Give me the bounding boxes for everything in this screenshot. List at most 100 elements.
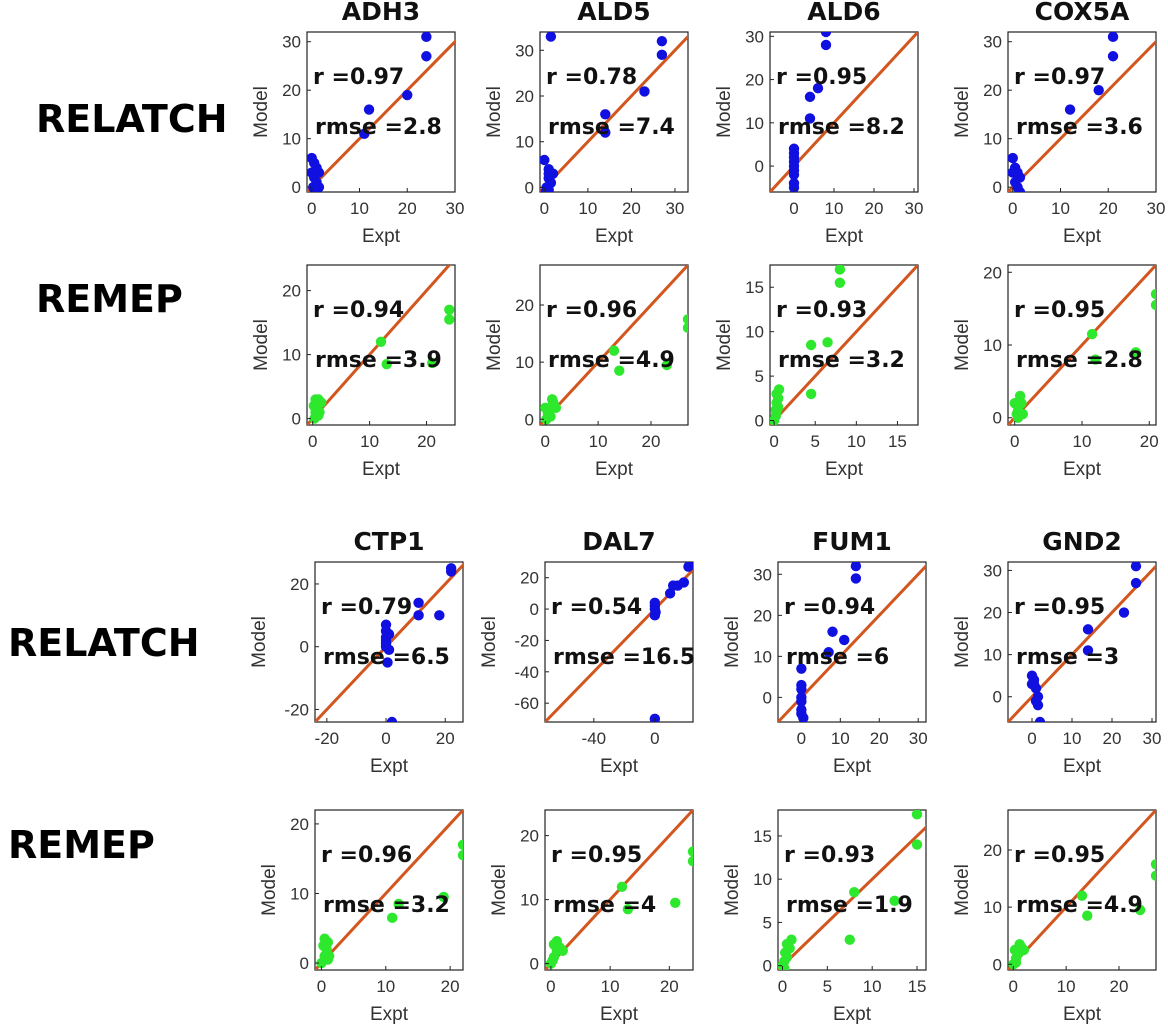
y-tick-label: 30 (745, 27, 764, 46)
y-tick-label: 10 (983, 898, 1002, 917)
y-axis-label: Model (479, 616, 500, 668)
data-point (557, 945, 568, 956)
y-axis-label: Model (714, 319, 735, 371)
y-tick-label: 10 (983, 130, 1002, 149)
data-point (375, 336, 387, 347)
y-tick-label: 10 (753, 647, 772, 666)
data-point (770, 404, 781, 416)
data-point (834, 277, 846, 288)
y-tick-label: 10 (515, 133, 534, 152)
x-tick-label: 10 (376, 977, 395, 996)
data-point (413, 597, 424, 608)
data-point (382, 657, 393, 668)
data-point (1130, 577, 1142, 589)
y-axis-label: Model (251, 86, 272, 138)
data-point (457, 850, 463, 861)
data-point (849, 886, 860, 898)
data-point (805, 388, 817, 400)
data-point (850, 573, 862, 584)
y-tick-label: 10 (515, 353, 534, 372)
x-tick-label: 30 (909, 729, 928, 748)
rmse-value-label: rmse =3.2 (778, 348, 905, 373)
data-point (316, 397, 327, 408)
rmse-value-label: rmse =4.9 (548, 348, 675, 373)
data-point (383, 644, 395, 656)
y-tick-label: 15 (745, 278, 764, 297)
x-tick-label: 30 (665, 199, 684, 218)
data-point (1016, 397, 1027, 409)
data-point (839, 634, 850, 646)
x-tick-label: 0 (317, 977, 326, 996)
x-tick-label: 0 (1009, 977, 1018, 996)
scatter-panel-8: 0 10 20 0 10 20 Expt Model r =0.95 rmse =2.8 (952, 263, 1159, 480)
data-point (319, 933, 330, 944)
y-tick-label: 10 (290, 884, 309, 903)
data-point (1093, 84, 1104, 96)
data-point (798, 712, 809, 722)
data-point (402, 89, 413, 101)
data-point (322, 954, 334, 965)
y-tick-label: 20 (290, 815, 309, 834)
x-tick-label: 15 (908, 977, 927, 996)
row-label-3: RELATCH (8, 621, 200, 665)
data-point (457, 839, 463, 850)
scatter-panel-2: ALD5 0 10 20 30 0 10 20 30 Expt Model r =0.78 rmse =… (484, 0, 689, 247)
data-point (608, 345, 620, 356)
r-value-label: r =0.93 (776, 298, 867, 323)
row-label-4: REMEP (8, 823, 155, 867)
rmse-value-label: rmse =1.9 (786, 893, 913, 918)
rmse-value-label: rmse =4 (553, 893, 656, 918)
data-point (804, 91, 816, 103)
scatter-panel-4: COX5A 0 10 20 30 0 10 20 30 Expt Model r =0.97 rmse … (952, 0, 1165, 247)
x-axis-label: Expt (600, 756, 639, 777)
data-point (546, 394, 558, 405)
x-tick-label: 10 (1073, 432, 1092, 451)
y-tick-label: 20 (515, 87, 534, 106)
y-axis-label: Model (251, 319, 272, 371)
r-value-label: r =0.96 (321, 843, 412, 868)
x-tick-label: 0 (778, 977, 787, 996)
r-value-label: r =0.94 (313, 298, 404, 323)
x-tick-label: 0 (1008, 199, 1017, 218)
y-tick-label: 20 (290, 575, 309, 594)
x-tick-label: -20 (315, 729, 340, 748)
x-tick-label: 20 (870, 729, 889, 748)
scatter-panel-3: ALD6 0 10 20 30 0 10 20 30 Expt Model r =0.95 rmse =… (714, 0, 924, 247)
x-tick-label: 20 (1103, 729, 1122, 748)
data-point (687, 856, 693, 867)
x-tick-label: 0 (540, 199, 549, 218)
data-point (670, 897, 681, 908)
data-point (551, 936, 563, 947)
y-tick-label: 20 (983, 604, 1002, 623)
x-tick-label: 10 (601, 977, 620, 996)
panel-title: GND2 (1042, 527, 1122, 556)
x-tick-label: -40 (582, 729, 607, 748)
y-axis-label: Model (484, 319, 505, 371)
y-tick-label: 0 (763, 688, 772, 707)
y-axis-label: Model (952, 864, 973, 916)
y-tick-label: 10 (745, 323, 764, 342)
x-tick-label: 30 (905, 199, 924, 218)
data-point (1107, 51, 1119, 62)
data-point (363, 104, 375, 115)
x-tick-label: 30 (1143, 729, 1162, 748)
y-tick-label: 10 (520, 891, 539, 910)
x-axis-label: Expt (595, 459, 634, 480)
rmse-value-label: rmse =6 (786, 645, 889, 670)
data-point (1082, 645, 1094, 656)
data-point (434, 610, 445, 621)
y-tick-label: 0 (993, 409, 1002, 428)
data-point (600, 127, 611, 138)
y-tick-label: 10 (983, 336, 1002, 355)
x-tick-label: 10 (350, 199, 369, 218)
y-tick-label: 10 (983, 646, 1002, 665)
x-axis-label: Expt (362, 226, 401, 247)
x-tick-label: 0 (546, 977, 555, 996)
x-tick-label: 20 (441, 977, 460, 996)
x-axis-label: Expt (825, 459, 864, 480)
y-tick-label: 30 (282, 33, 301, 52)
data-point (444, 304, 455, 315)
x-tick-label: 10 (1057, 977, 1076, 996)
data-point (1118, 607, 1130, 618)
data-point (682, 314, 688, 325)
